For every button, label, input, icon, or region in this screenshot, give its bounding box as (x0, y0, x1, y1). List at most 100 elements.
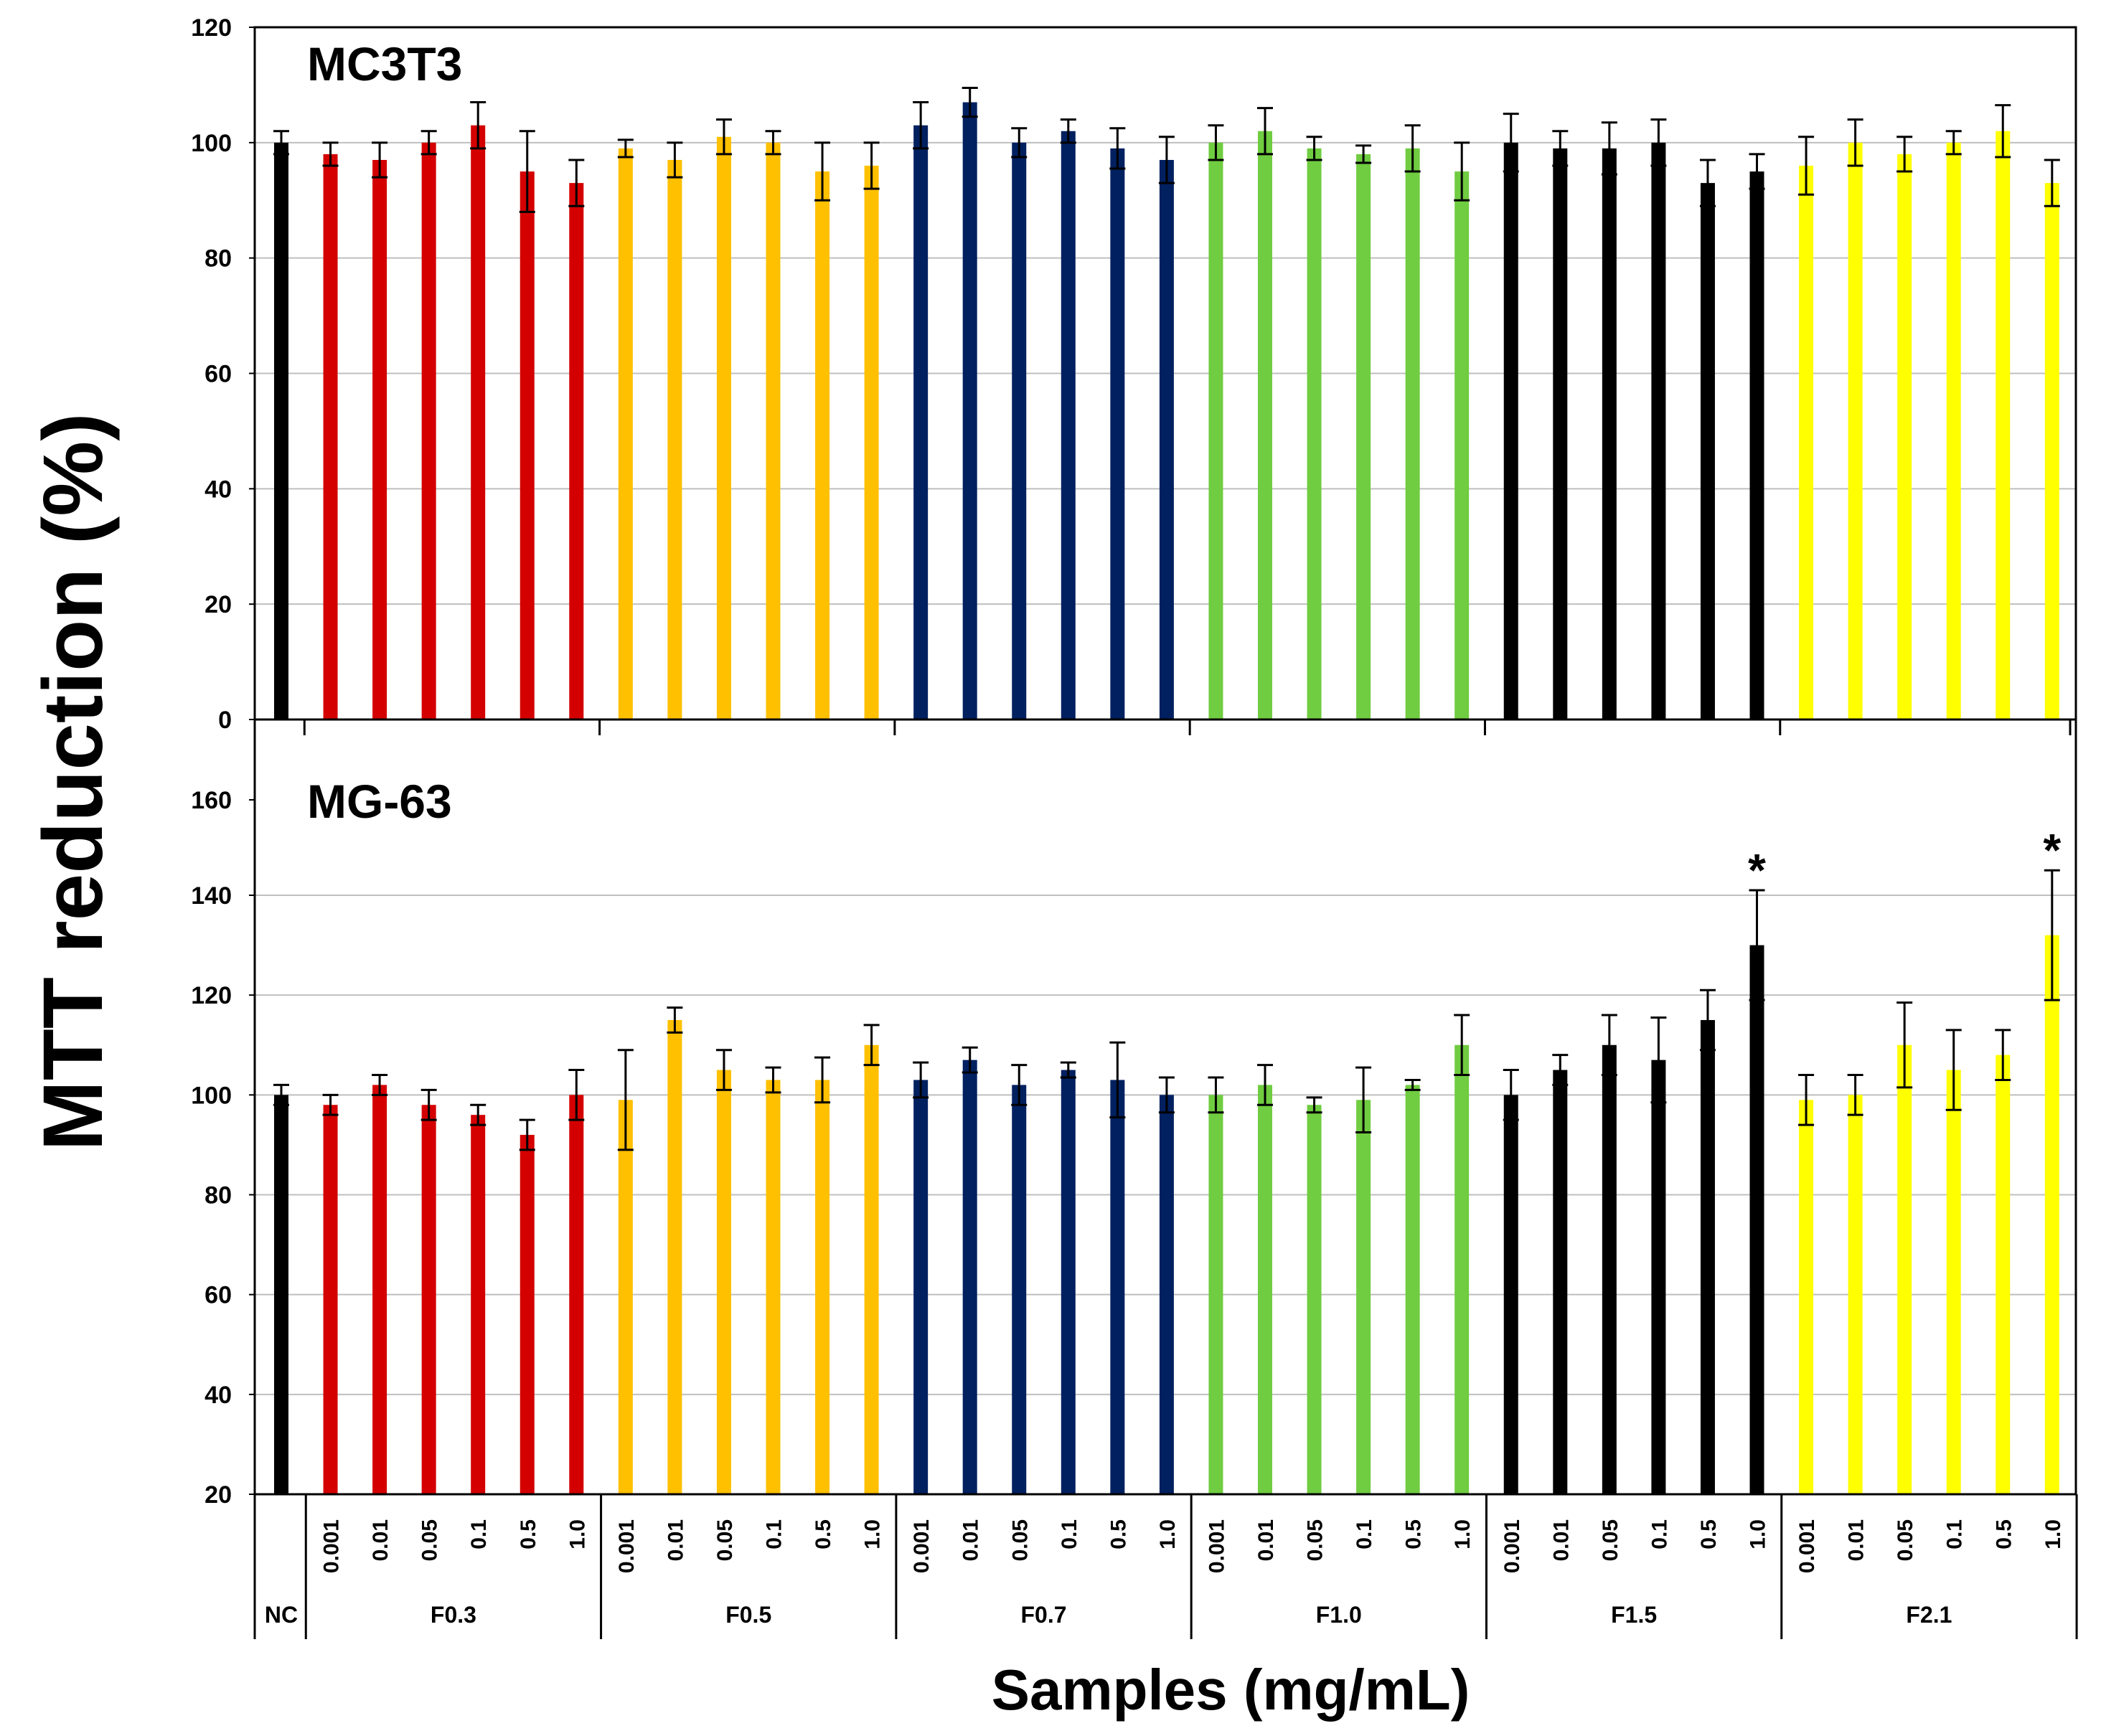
bar (471, 125, 486, 720)
concentration-label: 0.05 (1008, 1519, 1032, 1561)
bar (1405, 1085, 1420, 1494)
bar (1700, 1019, 1715, 1494)
bar (1208, 1095, 1223, 1494)
bar (421, 142, 436, 720)
bar (1553, 148, 1568, 720)
group-label: F1.0 (1316, 1602, 1362, 1628)
concentration-label: 0.01 (1845, 1519, 1869, 1561)
bar (520, 171, 535, 720)
group-label: F0.7 (1021, 1602, 1067, 1628)
bar (1897, 154, 1912, 720)
concentration-label: 1.0 (1451, 1519, 1475, 1549)
bar (864, 166, 879, 720)
bar (1405, 148, 1420, 720)
y-tick-label: 20 (205, 591, 232, 618)
bar (1848, 1095, 1863, 1494)
concentration-label: 0.5 (1106, 1519, 1130, 1549)
bar (1307, 1105, 1322, 1494)
y-tick-label: 100 (191, 1082, 232, 1109)
concentration-label: 0.5 (1402, 1519, 1426, 1549)
bar (471, 1115, 486, 1494)
bar (766, 142, 781, 720)
bar (520, 1135, 535, 1494)
bar (1503, 142, 1518, 720)
significance-marker: * (2043, 824, 2061, 876)
bar (372, 159, 387, 720)
bar (1799, 166, 1814, 720)
bar (1258, 131, 1272, 720)
concentration-label: 0.001 (1795, 1519, 1819, 1573)
bar (667, 1019, 682, 1494)
group-label: NC (265, 1602, 298, 1628)
bar (1996, 131, 2011, 720)
panel-title: MG-63 (307, 775, 452, 828)
bar (372, 1085, 387, 1494)
concentration-label: 0.1 (1648, 1519, 1671, 1549)
bar (1946, 142, 1961, 720)
concentration-label: 0.1 (763, 1519, 786, 1549)
concentration-label: 0.1 (1058, 1519, 1081, 1549)
bar (913, 125, 929, 720)
bar (864, 1044, 879, 1494)
group-label: F0.3 (431, 1602, 476, 1628)
bar (569, 183, 584, 720)
bar (1208, 142, 1223, 720)
concentration-label: 0.05 (1894, 1519, 1917, 1561)
bar (716, 1070, 731, 1494)
bar (1356, 154, 1371, 720)
y-tick-label: 60 (205, 361, 232, 388)
panel-frame (253, 26, 2077, 721)
concentration-label: 0.05 (713, 1519, 737, 1561)
bar (618, 1100, 633, 1494)
bar (2044, 183, 2059, 720)
x-axis-categories: NC 0.001 0.01 0.05 0.1 0.5 1.0 F0.3 0.001 0.01 0.0… (253, 1494, 2078, 1639)
panel-1: 20 40 60 80 100 120 140 160 MG-63 * * (191, 720, 2077, 1509)
bar (1651, 1060, 1666, 1494)
y-tick-label: 80 (205, 245, 232, 273)
bar (1258, 1085, 1272, 1494)
bar (1012, 1085, 1027, 1494)
concentration-label: 0.5 (517, 1519, 540, 1549)
concentration-label: 0.05 (1599, 1519, 1622, 1561)
chart-panels: 0 20 40 60 80 100 120 MC3T3 20 40 60 80 100 120 140 160… (191, 14, 2077, 1509)
concentration-label: 1.0 (2041, 1519, 2065, 1549)
concentration-label: 0.01 (369, 1519, 393, 1561)
bar (1356, 1100, 1371, 1494)
concentration-label: 1.0 (1747, 1519, 1770, 1549)
bar (1749, 171, 1764, 720)
y-tick-label: 40 (205, 476, 232, 503)
y-tick-label: 100 (191, 130, 232, 157)
bar (1749, 945, 1764, 1494)
bar (1061, 1070, 1076, 1494)
concentration-label: 0.001 (1500, 1519, 1524, 1573)
bar (1110, 148, 1125, 720)
bar (1799, 1100, 1814, 1494)
bar (1602, 148, 1617, 720)
y-tick-label: 120 (191, 982, 232, 1009)
bar (1897, 1044, 1912, 1494)
bar (667, 159, 682, 720)
bar (1651, 142, 1666, 720)
y-tick-label: 40 (205, 1382, 232, 1409)
bar (1159, 159, 1174, 720)
bar (274, 142, 288, 720)
bar (2044, 935, 2059, 1494)
bar (1307, 148, 1322, 720)
bar (1012, 142, 1027, 720)
y-axis-title: MTT reduction (%) (26, 412, 121, 1151)
concentration-label: 1.0 (1156, 1519, 1180, 1549)
concentration-label: 0.1 (1943, 1519, 1967, 1549)
bar (962, 102, 977, 720)
concentration-label: 0.5 (812, 1519, 835, 1549)
bar (274, 1095, 288, 1494)
y-tick-label: 0 (218, 707, 232, 734)
x-axis-title: Samples (mg/mL) (992, 1658, 1470, 1722)
bar (569, 1095, 584, 1494)
concentration-label: 0.05 (418, 1519, 442, 1561)
significance-marker: * (1748, 844, 1766, 896)
panel-0: 0 20 40 60 80 100 120 MC3T3 (191, 14, 2077, 735)
bar (1946, 1070, 1961, 1494)
bar (815, 171, 830, 720)
bar (1061, 131, 1076, 720)
bar (421, 1105, 436, 1494)
